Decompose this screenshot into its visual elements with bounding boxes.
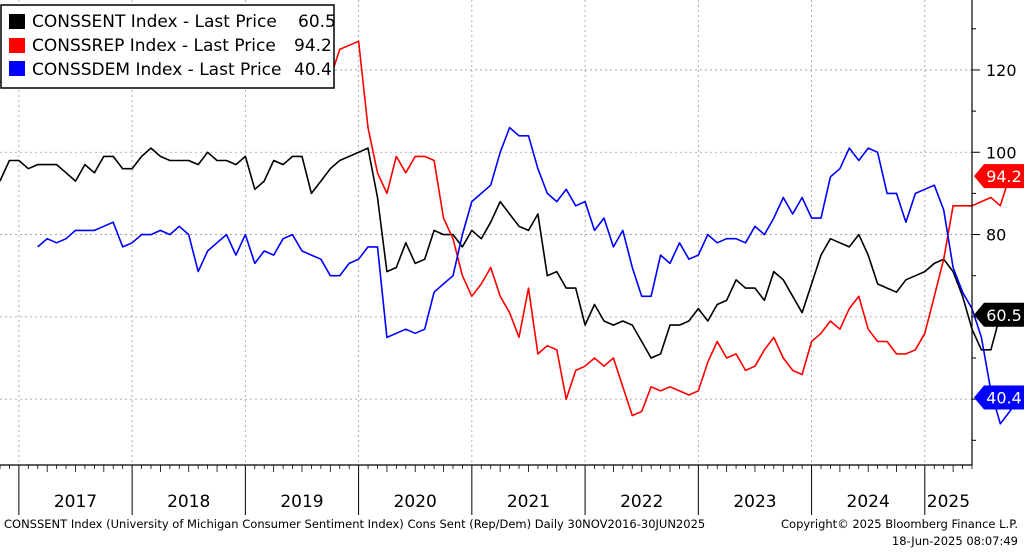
last-price-tags: 60.5 94.2 40.4 — [974, 164, 1024, 410]
y-axis-ticks: 120 100 80 — [972, 28, 1017, 441]
legend-box — [0, 4, 335, 89]
footer-description: CONSSENT Index (University of Michigan C… — [4, 517, 705, 531]
last-price-label-conssrep: 94.2 — [986, 167, 1022, 186]
last-price-tag-conssrep — [974, 164, 1024, 189]
legend-swatch-conssdem — [9, 61, 25, 76]
footer-copyright: Copyright© 2025 Bloomberg Finance L.P. — [781, 517, 1018, 531]
x-year-label: 2020 — [394, 492, 437, 512]
x-year-label: 2017 — [54, 492, 97, 512]
x-year-label: 2018 — [167, 492, 210, 512]
legend-value-conssdem: 40.4 — [294, 60, 332, 80]
last-price-tag-conssent — [974, 302, 1024, 327]
x-year-label: 2022 — [620, 492, 663, 512]
legend: CONSSENT Index - Last Price 60.5 CONSSRE… — [0, 4, 336, 89]
grid-lines — [0, 0, 972, 465]
y-tick-label: 120 — [986, 61, 1017, 80]
legend-label-conssdem: CONSSDEM Index - Last Price — [32, 60, 281, 80]
y-tick-label: 80 — [986, 226, 1006, 245]
x-year-label: 2021 — [507, 492, 550, 512]
x-year-label: 2024 — [847, 492, 890, 512]
legend-value-conssent: 60.5 — [298, 12, 336, 32]
x-year-label: 2019 — [280, 492, 323, 512]
legend-swatch-conssent — [9, 14, 25, 29]
last-price-label-conssent: 60.5 — [986, 306, 1022, 325]
legend-label-conssrep: CONSSREP Index - Last Price — [32, 36, 276, 56]
x-axis-years: 2017 2018 2019 2020 2021 2022 2023 2024 2025 — [0, 465, 973, 515]
x-year-label: 2025 — [927, 492, 970, 512]
series-line-conssent — [0, 147, 1002, 359]
x-year-label: 2023 — [733, 492, 776, 512]
series-line-conssdem — [37, 126, 1020, 425]
last-price-label-conssdem: 40.4 — [986, 389, 1022, 408]
legend-label-conssent: CONSSENT Index - Last Price — [32, 12, 277, 32]
footer-timestamp: 18-Jun-2025 08:07:49 — [892, 534, 1018, 548]
legend-swatch-conssrep — [9, 38, 25, 53]
y-tick-label: 100 — [986, 143, 1017, 162]
legend-value-conssrep: 94.2 — [294, 36, 332, 56]
last-price-tag-conssdem — [974, 385, 1024, 410]
